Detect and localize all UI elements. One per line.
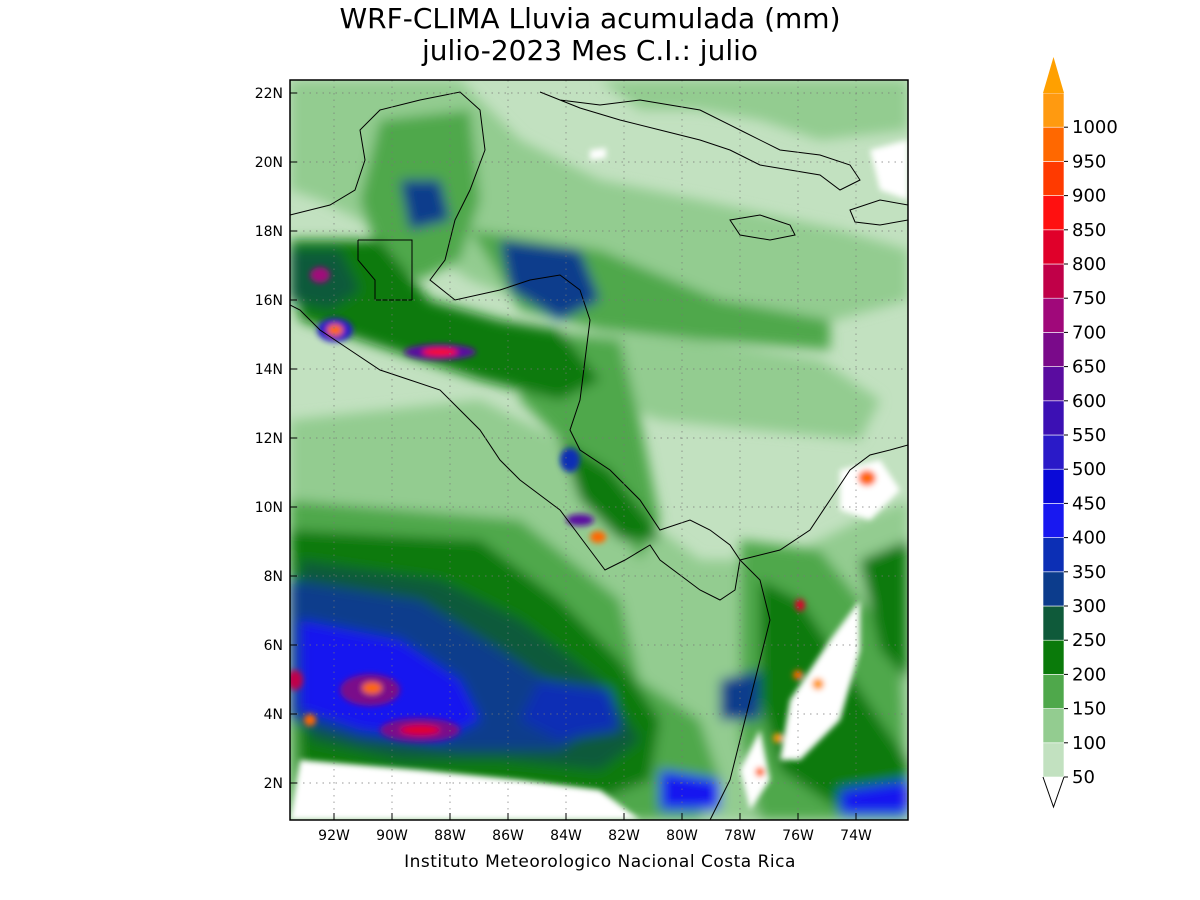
lat-tick-label: 4N (264, 707, 283, 723)
colorbar-swatch (1042, 537, 1065, 573)
colorbar-label: 150 (1072, 699, 1106, 720)
colorbar-swatch (1042, 297, 1065, 333)
colorbar-label: 950 (1072, 151, 1106, 172)
lon-tick-label: 74W (840, 828, 872, 844)
map-subtitle: julio-2023 Mes C.I.: julio (421, 34, 759, 67)
colorbar-swatch (1042, 195, 1065, 231)
colorbar-swatch (1042, 674, 1065, 709)
lon-tick-label: 80W (666, 828, 698, 844)
lon-tick-label: 86W (492, 828, 524, 844)
lat-tick-label: 16N (255, 293, 283, 309)
colorbar-label: 650 (1072, 357, 1106, 378)
map-title: WRF-CLIMA Lluvia acumulada (mm) (339, 2, 841, 35)
lat-tick-label: 2N (264, 776, 283, 792)
colorbar-swatch (1042, 708, 1065, 744)
colorbar-label: 250 (1072, 630, 1106, 651)
colorbar-label: 400 (1072, 528, 1106, 549)
colorbar-swatch (1042, 742, 1065, 778)
colorbar-label: 700 (1072, 322, 1106, 343)
colorbar-swatch (1042, 503, 1065, 538)
colorbar-swatch (1042, 571, 1065, 607)
colorbar-swatch (1042, 605, 1065, 641)
lon-tick-label: 76W (782, 828, 814, 844)
colorbar-swatch (1042, 434, 1065, 470)
lat-tick-label: 6N (264, 638, 283, 654)
lat-tick-label: 14N (255, 362, 283, 378)
colorbar-label: 750 (1072, 288, 1106, 309)
colorbar-label: 300 (1072, 596, 1106, 617)
colorbar-swatch (1042, 126, 1065, 162)
lon-tick-label: 88W (434, 828, 466, 844)
lon-tick-label: 90W (376, 828, 408, 844)
lat-tick-label: 10N (255, 500, 283, 516)
colorbar-swatch (1042, 468, 1065, 504)
longitude-axis: 92W 90W 88W 86W 84W 82W 80W 78W 76W 74W (318, 813, 872, 844)
lon-tick-label: 78W (724, 828, 756, 844)
colorbar-legend: 50 100 150 200 250 300 350 400 450 500 550 600 650 70… (1042, 57, 1118, 809)
colorbar-label: 50 (1072, 767, 1095, 788)
lat-tick-label: 8N (264, 569, 283, 585)
coastlines (290, 91, 908, 820)
colorbar-label: 350 (1072, 562, 1106, 583)
lon-tick-label: 82W (608, 828, 640, 844)
colorbar-label: 100 (1072, 733, 1106, 754)
colorbar-swatch (1042, 400, 1065, 436)
colorbar-arrow-bottom (1042, 776, 1065, 809)
colorbar-swatch (1042, 263, 1065, 299)
credit-text: Instituto Meteorologico Nacional Costa R… (404, 852, 796, 872)
map-frame (289, 79, 909, 821)
colorbar-label: 800 (1072, 254, 1106, 275)
colorbar-label: 900 (1072, 186, 1106, 207)
rainfall-field (290, 80, 908, 820)
colorbar-label: 500 (1072, 459, 1106, 480)
lat-tick-label: 22N (255, 86, 283, 102)
colorbar-label: 850 (1072, 220, 1106, 241)
colorbar-label: 550 (1072, 425, 1106, 446)
colorbar-swatch (1042, 639, 1065, 675)
lat-tick-label: 18N (255, 224, 283, 240)
colorbar-swatch (1042, 229, 1065, 265)
lat-tick-label: 20N (255, 155, 283, 171)
colorbar-swatch (1042, 92, 1065, 128)
colorbar-swatch (1042, 332, 1065, 367)
colorbar-label: 600 (1072, 391, 1106, 412)
colorbar-arrow-top (1043, 57, 1064, 93)
graticule (290, 80, 908, 820)
colorbar-label: 200 (1072, 664, 1106, 685)
colorbar-swatch (1042, 161, 1065, 196)
lat-tick-label: 12N (255, 431, 283, 447)
colorbar-label: 450 (1072, 493, 1106, 514)
colorbar-label: 1000 (1072, 117, 1118, 138)
colorbar-swatch (1042, 366, 1065, 402)
latitude-axis: 22N 20N 18N 16N 14N 12N 10N 8N 6N 4N 2N (255, 86, 297, 792)
lon-tick-label: 92W (318, 828, 350, 844)
lon-tick-label: 84W (550, 828, 582, 844)
